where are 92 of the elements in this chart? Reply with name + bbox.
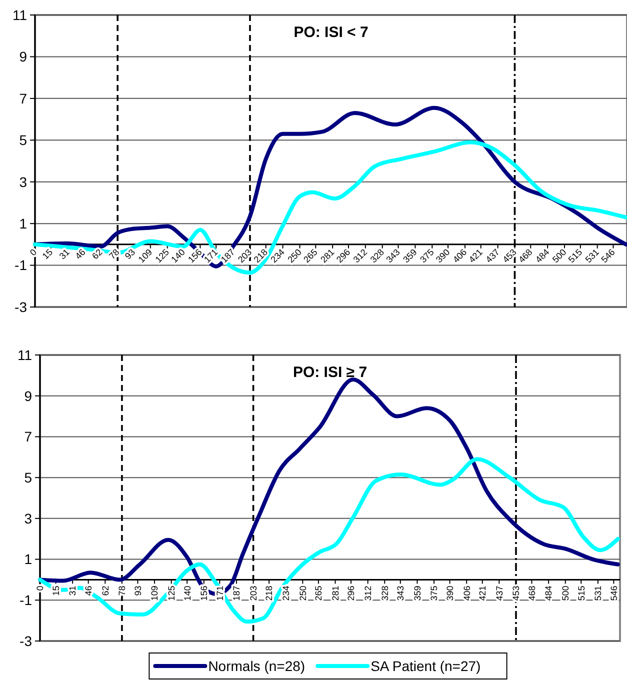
y-tick-label: 9 xyxy=(19,48,28,65)
text: PO: ISI ≥ 7 xyxy=(292,364,368,381)
x-tick-label: 484 xyxy=(544,586,554,601)
y-tick-label: 11 xyxy=(17,346,32,363)
x-tick-label: 343 xyxy=(396,586,406,601)
y-tick-label: 3 xyxy=(24,510,32,526)
x-tick-label: 15 xyxy=(50,586,61,596)
x-tick-label: 218 xyxy=(252,247,270,265)
x-tick-label: 375 xyxy=(418,247,436,265)
x-tick-label: 531 xyxy=(593,586,604,601)
x-tick-label: 109 xyxy=(150,586,160,601)
x-tick-label: 312 xyxy=(362,586,373,601)
y-tick-label: -1 xyxy=(14,257,28,274)
x-tick-label: 265 xyxy=(302,247,320,265)
y-tick-label: 7 xyxy=(24,428,32,445)
x-tick-label: 531 xyxy=(583,247,601,265)
x-tick-label: 359 xyxy=(412,586,422,601)
x-tick-label: 171 xyxy=(202,247,220,265)
x-tick-label: 203 xyxy=(248,586,258,601)
y-tick-label: -3 xyxy=(14,298,28,315)
x-tick-label: 546 xyxy=(608,586,619,601)
x-tick-label: 437 xyxy=(484,247,502,265)
x-tick-label: 468 xyxy=(526,586,537,601)
x-tick-label: 468 xyxy=(516,247,534,265)
x-tick-label: 453 xyxy=(500,247,518,265)
y-tick-label: 5 xyxy=(24,469,32,486)
y-tick-label: -3 xyxy=(20,632,32,649)
x-tick-label: 265 xyxy=(314,586,324,601)
x-tick-label: 406 xyxy=(462,586,472,601)
x-tick-label: 406 xyxy=(450,247,469,265)
x-tick-label: 78 xyxy=(117,586,128,596)
x-tick-label: 281 xyxy=(330,586,340,601)
x-tick-label: 359 xyxy=(401,247,419,265)
x-tick-label: 46 xyxy=(73,247,88,262)
y-tick-label: 5 xyxy=(19,132,28,148)
x-tick-label: 78 xyxy=(107,247,122,262)
y-tick-label: 9 xyxy=(24,388,32,404)
y-tick-label: 3 xyxy=(19,174,28,190)
x-tick-label: 31 xyxy=(68,586,78,596)
x-tick-label: 515 xyxy=(576,586,586,601)
x-tick-label: 515 xyxy=(566,247,584,265)
x-tick-label: 437 xyxy=(494,586,504,601)
x-tick-label: 421 xyxy=(478,586,488,601)
y-tick-label: 1 xyxy=(19,215,28,232)
x-tick-label: 156 xyxy=(186,247,204,265)
x-tick-label: 156 xyxy=(199,586,210,601)
legend-label: Normals (n=28) xyxy=(208,658,306,674)
x-tick-label: 125 xyxy=(153,247,172,265)
x-tick-label: 343 xyxy=(384,247,402,265)
x-tick-label: 15 xyxy=(40,247,55,262)
x-tick-label: 171 xyxy=(214,586,225,601)
legend-label: SA Patient (n=27) xyxy=(370,658,481,674)
x-tick-label: 93 xyxy=(132,586,143,596)
x-tick-label: 296 xyxy=(334,247,352,265)
x-tick-label: 453 xyxy=(511,586,522,601)
x-tick-label: 328 xyxy=(368,247,386,265)
x-tick-label: 218 xyxy=(264,586,274,601)
x-tick-label: 500 xyxy=(560,586,571,601)
x-tick-label: 140 xyxy=(169,247,187,265)
x-tick-label: 375 xyxy=(429,586,440,601)
x-tick-label: 500 xyxy=(550,247,568,265)
x-tick-label: 390 xyxy=(434,247,452,265)
x-tick-label: 390 xyxy=(444,586,455,601)
y-tick-label: 1 xyxy=(24,551,32,568)
x-tick-label: 62 xyxy=(90,247,104,262)
x-tick-label: 328 xyxy=(380,586,390,601)
x-tick-label: 296 xyxy=(346,586,356,601)
x-tick-label: 140 xyxy=(182,586,192,601)
x-tick-label: 281 xyxy=(318,247,336,265)
x-tick-label: 0 xyxy=(35,586,46,591)
y-tick-label: -1 xyxy=(20,592,32,608)
x-tick-label: 93 xyxy=(122,247,138,262)
line-series xyxy=(38,457,620,624)
y-tick-label: 7 xyxy=(19,90,28,106)
x-tick-label: 109 xyxy=(136,247,154,265)
x-tick-label: 234 xyxy=(281,586,292,601)
x-tick-label: 62 xyxy=(100,586,110,596)
text: PO: ISI < 7 xyxy=(294,24,368,41)
x-tick-label: 187 xyxy=(232,586,242,601)
x-tick-label: 125 xyxy=(166,586,176,601)
y-tick-label: 11 xyxy=(12,6,28,23)
x-tick-label: 421 xyxy=(466,247,484,265)
x-tick-label: 250 xyxy=(286,247,304,265)
x-tick-label: 250 xyxy=(298,586,308,601)
x-tick-label: 546 xyxy=(599,247,617,265)
x-tick-label: 234 xyxy=(268,247,286,265)
x-tick-label: 46 xyxy=(83,586,94,596)
x-tick-label: 187 xyxy=(218,247,237,265)
x-tick-label: 484 xyxy=(534,247,552,265)
x-tick-label: 203 xyxy=(236,247,254,265)
x-tick-label: 31 xyxy=(57,247,72,262)
x-tick-label: 312 xyxy=(351,247,370,265)
